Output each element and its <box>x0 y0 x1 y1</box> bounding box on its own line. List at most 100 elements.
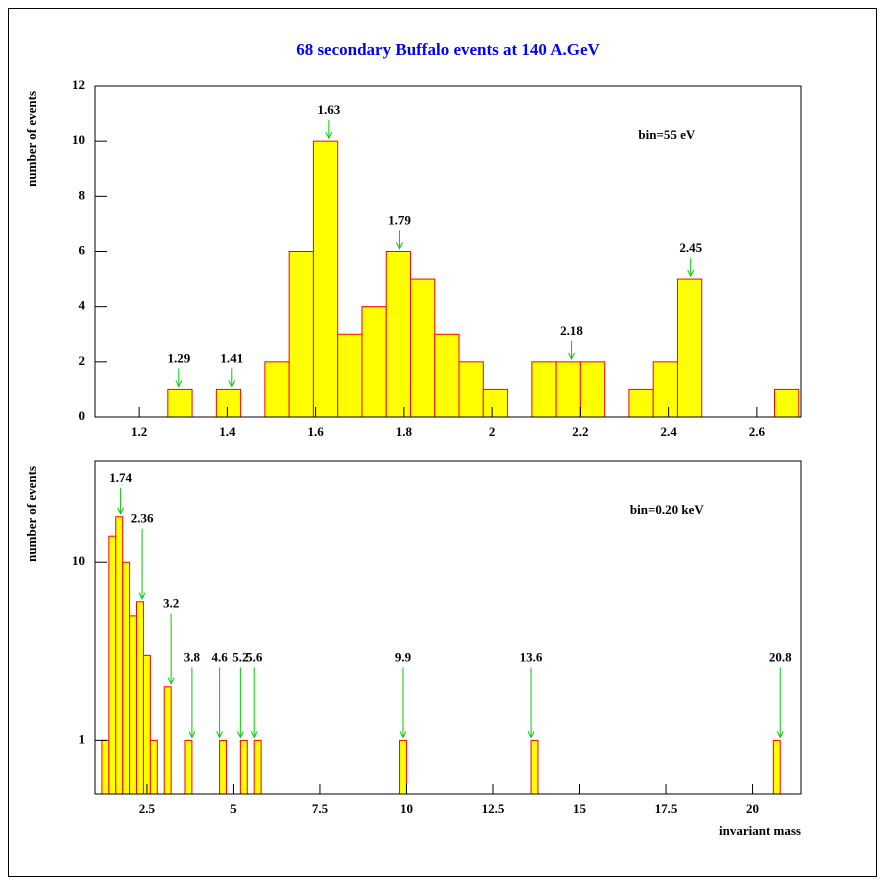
x-tick-label: 15 <box>573 801 587 816</box>
annotation-label: 5.6 <box>246 649 263 664</box>
histogram-bar <box>458 361 484 418</box>
annotation-label: 2.36 <box>131 511 154 526</box>
bin-note: bin=0.20 keV <box>630 502 704 517</box>
x-tick-label: 1.4 <box>219 424 236 439</box>
histogram-bar <box>676 278 703 418</box>
y-tick-label: 10 <box>72 553 85 568</box>
chart-title: 68 secondary Buffalo events at 140 A.GeV <box>296 40 600 59</box>
annotation-label: 1.63 <box>317 102 340 117</box>
annotation-arrowhead <box>175 380 183 388</box>
annotation-arrowhead <box>568 352 575 360</box>
annotation-label: 3.8 <box>184 649 201 664</box>
annotation-label: 1.74 <box>109 470 132 485</box>
histogram-bar <box>115 516 124 795</box>
y-tick-label: 6 <box>79 242 86 257</box>
x-tick-label: 2.2 <box>572 424 588 439</box>
annotation-label: 4.6 <box>211 649 228 664</box>
annotation-label: 9.9 <box>395 649 412 664</box>
histogram-bar <box>288 251 314 418</box>
histogram-bar <box>253 739 262 795</box>
annotation-label: 3.2 <box>163 596 179 611</box>
annotation-arrowhead <box>117 507 125 515</box>
x-tick-label: 17.5 <box>655 801 678 816</box>
annotation-arrowhead <box>167 677 175 685</box>
annotation-arrowhead <box>216 731 224 739</box>
annotation-arrowhead <box>325 131 333 140</box>
histogram-bar <box>219 739 228 795</box>
y-axis-label: number of events <box>24 91 39 187</box>
y-axis-label: number of events <box>24 466 39 562</box>
histogram-bar <box>264 361 290 418</box>
x-axis-label: invariant mass <box>719 823 801 838</box>
histogram-bar <box>409 278 436 418</box>
histogram-bar <box>579 361 606 418</box>
histogram-bar <box>555 361 581 418</box>
histogram-bar <box>337 333 363 418</box>
histogram-bar <box>312 140 339 418</box>
histogram-bar <box>772 739 781 795</box>
y-tick-label: 1 <box>79 731 86 746</box>
histogram-bar <box>531 361 557 418</box>
x-tick-label: 20 <box>746 801 759 816</box>
frame <box>8 8 877 877</box>
histogram-bar <box>101 739 110 795</box>
y-tick-label: 4 <box>79 298 86 313</box>
y-tick-label: 8 <box>79 187 86 202</box>
y-tick-label: 12 <box>72 77 85 92</box>
histogram-bar <box>482 388 509 418</box>
histogram-bar <box>149 739 158 795</box>
annotation-label: 5.2 <box>232 649 248 664</box>
histogram-bar <box>399 739 407 795</box>
x-tick-label: 12.5 <box>482 801 505 816</box>
annotation-arrowhead <box>396 242 403 250</box>
x-tick-label: 2 <box>489 424 496 439</box>
histogram-bar <box>136 601 144 795</box>
x-tick-label: 1.8 <box>396 424 413 439</box>
annotation-label: 1.79 <box>388 212 411 227</box>
histogram-bar <box>628 388 654 418</box>
x-tick-label: 1.6 <box>308 424 325 439</box>
annotation-label: 2.45 <box>679 240 702 255</box>
annotation-arrowhead <box>236 731 244 739</box>
annotation-arrowhead <box>138 592 146 600</box>
annotation-arrowhead <box>687 269 695 278</box>
annotation-arrowhead <box>250 731 258 739</box>
x-tick-label: 7.5 <box>312 801 329 816</box>
annotation-label: 2.18 <box>560 323 583 338</box>
histogram-bar <box>142 654 151 795</box>
axes-frame <box>94 460 802 795</box>
annotation-arrowhead <box>188 731 196 739</box>
histogram-bar <box>163 686 172 795</box>
histogram-bar <box>122 561 131 795</box>
annotation-label: 20.8 <box>769 649 792 664</box>
x-tick-label: 1.2 <box>131 424 147 439</box>
annotation-label: 1.41 <box>220 350 243 365</box>
histogram-bar <box>434 333 460 418</box>
x-tick-label: 2.5 <box>139 801 156 816</box>
y-tick-label: 2 <box>79 353 86 368</box>
histogram-bar <box>652 361 678 418</box>
histogram-bar <box>129 615 138 795</box>
y-tick-label: 10 <box>72 132 85 147</box>
histogram-bar <box>361 306 387 418</box>
histogram-bar <box>530 739 539 795</box>
histogram-bar <box>385 251 411 418</box>
annotation-label: 13.6 <box>520 649 543 664</box>
y-tick-label: 0 <box>79 408 86 423</box>
annotation-arrowhead <box>776 731 784 739</box>
bin-note: bin=55 eV <box>638 127 695 142</box>
histogram-bar <box>774 388 800 418</box>
annotation-arrowhead <box>399 731 407 739</box>
histogram-bar <box>167 388 193 418</box>
x-tick-label: 2.6 <box>749 424 766 439</box>
histogram-bar <box>239 739 248 795</box>
annotation-label: 1.29 <box>167 350 190 365</box>
histogram-bar <box>184 739 193 795</box>
x-tick-label: 10 <box>400 801 413 816</box>
histogram-bar <box>215 388 242 418</box>
annotation-arrowhead <box>527 731 535 739</box>
histogram-bar <box>108 535 117 795</box>
annotation-arrowhead <box>228 380 236 388</box>
